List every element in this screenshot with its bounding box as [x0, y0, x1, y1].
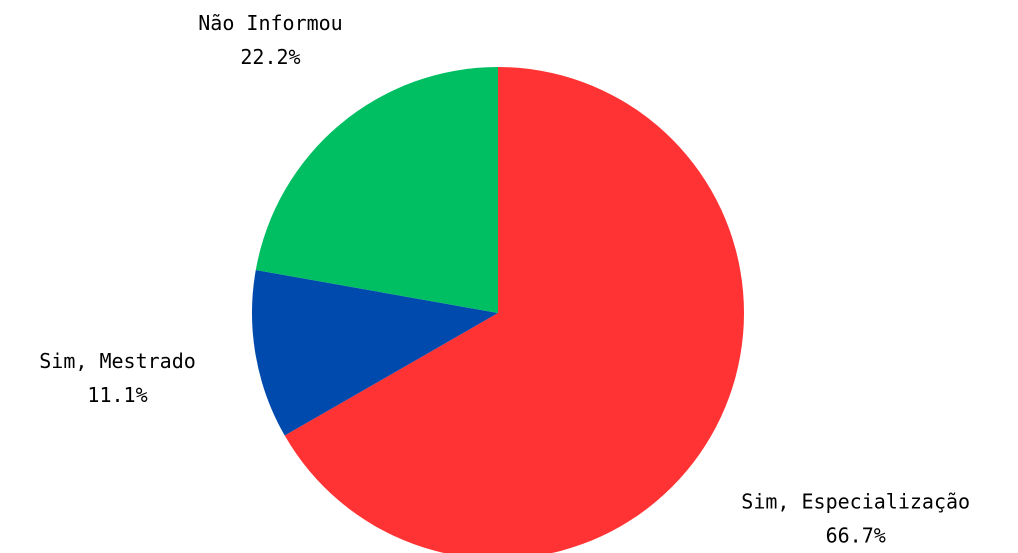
slice-label: Sim, Mestrado	[39, 349, 196, 373]
pie-slice	[255, 67, 498, 313]
slice-value-label: 66.7%	[826, 524, 886, 548]
pie-slice	[251, 269, 498, 436]
slice-value-label: 11.1%	[87, 383, 147, 407]
slice-label: Não Informou	[198, 11, 343, 35]
slice-label: Sim, Especialização	[741, 490, 970, 514]
slice-value-label: 22.2%	[240, 45, 300, 69]
pie-slice	[284, 67, 744, 553]
